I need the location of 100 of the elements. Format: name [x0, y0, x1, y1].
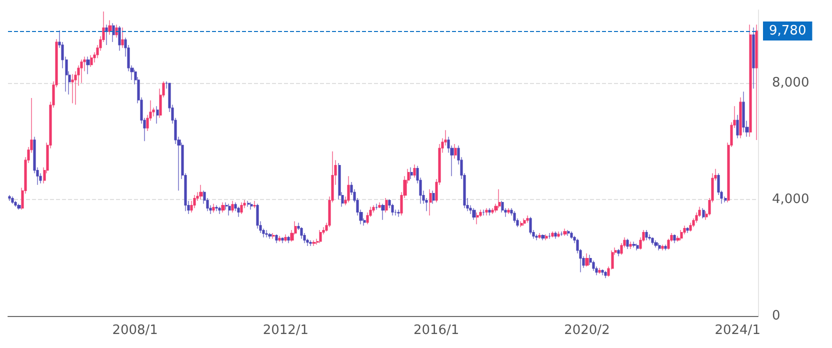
- candlestick: [312, 240, 316, 246]
- candlestick: [378, 202, 381, 208]
- candlestick: [752, 27, 755, 89]
- candlestick: [538, 232, 541, 240]
- candlestick: [557, 231, 560, 238]
- candlestick: [645, 230, 648, 241]
- candlestick: [309, 240, 312, 246]
- x-tick-label: 2016/1: [413, 323, 460, 338]
- candlestick: [617, 248, 620, 257]
- candlestick: [86, 56, 90, 74]
- candlestick: [410, 167, 413, 180]
- candlestick: [432, 190, 435, 204]
- candlestick: [680, 230, 683, 241]
- candlestick: [529, 216, 532, 235]
- candlestick: [71, 74, 74, 104]
- ref-line-label: 9,780: [769, 23, 806, 38]
- candlestick: [570, 231, 573, 240]
- candlestick: [501, 200, 504, 213]
- y-tick-label: 8,000: [772, 75, 810, 90]
- candlestick: [199, 184, 203, 200]
- candlestick: [520, 220, 523, 228]
- x-tick-label: 2020/2: [564, 323, 610, 338]
- candlestick: [11, 196, 14, 204]
- candlestick: [215, 204, 218, 212]
- candlestick: [105, 24, 108, 46]
- candlestick: [118, 26, 121, 52]
- candlestick: [491, 208, 494, 214]
- candlestick: [221, 202, 225, 213]
- candlestick: [454, 144, 457, 159]
- candlestick: [648, 234, 651, 241]
- candlestick: [604, 270, 607, 278]
- candlestick: [664, 244, 667, 251]
- candlestick: [488, 208, 491, 216]
- candlestick: [585, 253, 589, 267]
- y-tick-label: 4,000: [772, 192, 810, 207]
- candlestick: [385, 198, 388, 213]
- candlestick: [268, 232, 272, 240]
- candlestick: [284, 234, 287, 242]
- candlestick: [567, 230, 570, 236]
- candlestick: [739, 97, 742, 139]
- candlestick: [513, 210, 516, 224]
- candlestick: [429, 188, 432, 216]
- candlestick: [272, 232, 275, 240]
- candlestick: [156, 106, 159, 124]
- candlestick: [702, 208, 705, 219]
- y-tick-label: 0: [772, 308, 780, 324]
- candlestick: [300, 226, 303, 240]
- candlestick: [563, 228, 567, 236]
- candlestick: [237, 206, 240, 218]
- candlestick: [17, 204, 21, 210]
- candlestick: [347, 176, 350, 203]
- candlestick: [598, 268, 601, 274]
- candlestick: [554, 231, 557, 240]
- candlestick: [218, 206, 221, 214]
- candlestick: [121, 27, 124, 48]
- candlestick: [319, 230, 322, 244]
- candlestick: [240, 202, 243, 214]
- candlestick: [8, 194, 11, 202]
- candlestick: [90, 54, 93, 68]
- candlestick: [755, 24, 758, 140]
- candlestick: [485, 208, 488, 216]
- candlestick: [661, 244, 664, 251]
- candlestick: [526, 215, 529, 224]
- candlestick: [551, 231, 554, 238]
- candlestick: [397, 209, 400, 218]
- candlestick: [507, 208, 510, 214]
- candlestick: [375, 204, 378, 210]
- candlestick: [686, 226, 689, 234]
- candlestick: [736, 114, 739, 139]
- candlestick: [265, 230, 268, 238]
- candlestick: [287, 236, 290, 244]
- candlestick: [247, 200, 250, 208]
- candlestick: [601, 269, 604, 276]
- candlestick: [749, 24, 752, 138]
- candlestick: [115, 24, 118, 38]
- candlestick: [548, 232, 551, 240]
- candlestick: [541, 234, 545, 241]
- candlestick: [231, 200, 234, 213]
- candlestick: [498, 188, 501, 208]
- candlestick: [413, 164, 416, 178]
- candlestick: [193, 194, 196, 208]
- candlestick: [14, 200, 17, 208]
- x-tick-label: 2012/1: [262, 323, 309, 338]
- candlestick: [476, 212, 479, 224]
- candlestick: [212, 204, 215, 213]
- candlestick: [112, 22, 115, 42]
- candlestick: [535, 234, 538, 241]
- candlestick: [253, 200, 256, 208]
- candlestick: [629, 241, 632, 250]
- candlestick: [482, 209, 485, 216]
- candlestick: [742, 91, 745, 133]
- candlestick: [391, 204, 394, 216]
- candlestick: [560, 231, 563, 236]
- candlestick: [651, 237, 654, 245]
- candlestick: [281, 237, 284, 244]
- candlestick: [689, 222, 692, 232]
- candlestick: [658, 242, 661, 251]
- candlestick: [472, 208, 476, 220]
- candlestick: [275, 234, 278, 244]
- candlestick: [632, 241, 636, 248]
